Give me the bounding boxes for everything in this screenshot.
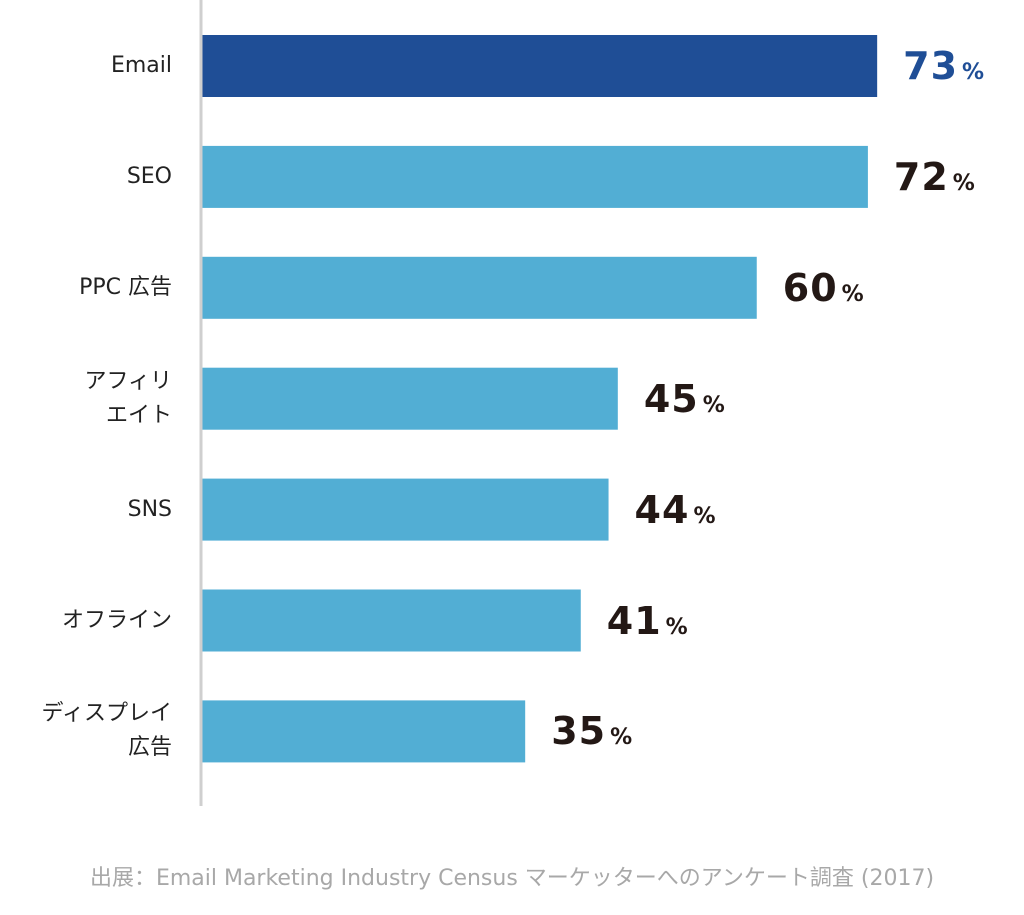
value-label: 72% — [893, 154, 976, 199]
bar — [202, 35, 878, 97]
value-label: 44% — [634, 487, 717, 532]
value-label: 45% — [643, 376, 726, 421]
bar — [202, 478, 609, 541]
category-label: オフライン — [61, 607, 172, 633]
source: 出展：Email Marketing Industry Census マーケッタ… — [89, 866, 935, 891]
category-label: SEO — [126, 163, 172, 189]
category-label: ディスプレイ 広告 — [41, 701, 172, 761]
category-label: Email — [110, 53, 172, 78]
bar — [202, 700, 526, 763]
value-label: 60% — [782, 265, 865, 310]
category-label: SNS — [127, 496, 172, 522]
value-label: 35% — [551, 709, 634, 754]
value-label: 41% — [606, 598, 689, 643]
value-label: 73% — [903, 44, 986, 88]
bar — [202, 256, 757, 319]
bar — [202, 145, 868, 208]
category-label: PPC 広告 — [79, 274, 172, 300]
bar — [202, 367, 618, 430]
bar — [202, 589, 581, 652]
category-label: アフィリ エイト — [84, 368, 172, 428]
